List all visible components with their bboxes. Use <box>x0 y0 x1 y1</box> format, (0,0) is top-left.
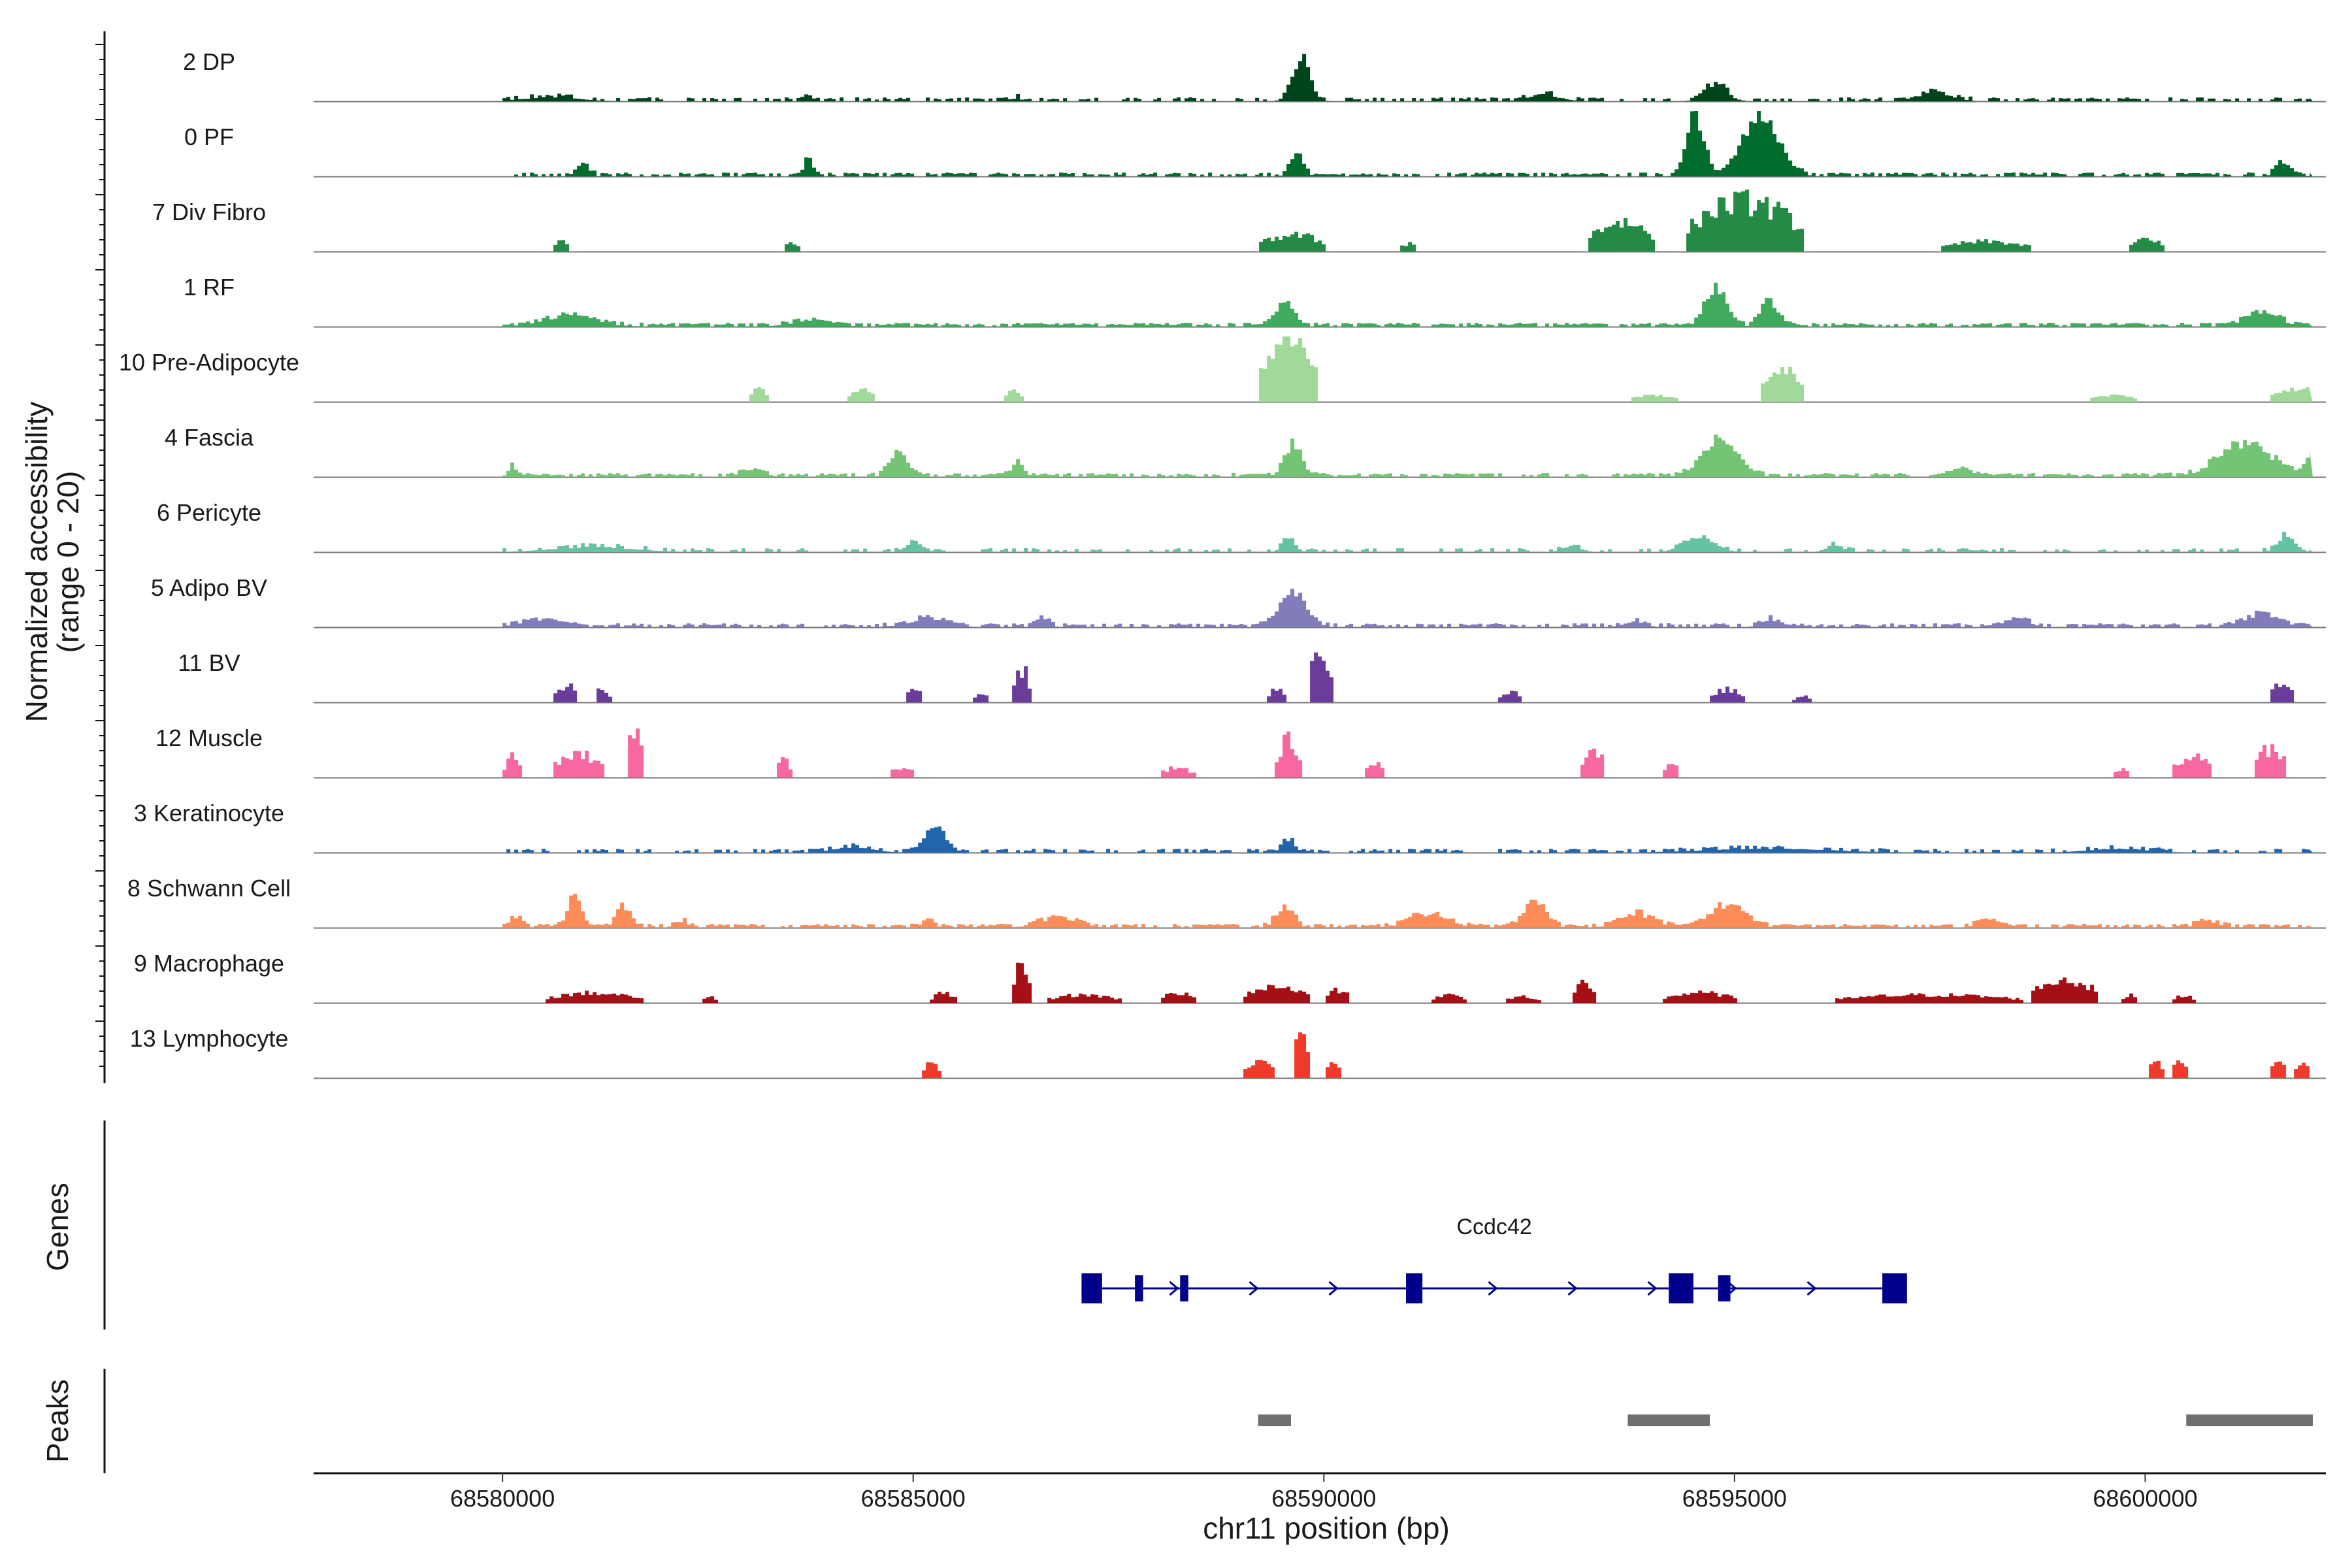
gene-strand-arrow <box>1328 1281 1339 1296</box>
gene-strand-arrow <box>1806 1281 1817 1296</box>
gene-exon <box>1135 1275 1143 1301</box>
gene-exon <box>1718 1275 1731 1301</box>
gene-exon <box>1180 1275 1188 1301</box>
x-tick-label: 68585000 <box>861 1485 966 1512</box>
track-label: 7 Div Fibro <box>152 199 266 225</box>
genes-track-label: Genes <box>41 1183 74 1271</box>
track-7-div-fibro: 7 Div Fibro <box>152 189 2326 253</box>
peaks-track <box>1258 1414 2313 1426</box>
gene-exon <box>1669 1273 1693 1303</box>
track-11-bv: 11 BV <box>178 649 2326 704</box>
coverage-area <box>502 894 2313 928</box>
peak-region <box>1258 1414 1291 1426</box>
coverage-area <box>502 282 2313 327</box>
track-4-fascia: 4 Fascia <box>165 424 2326 478</box>
track-10-pre-adipocyte: 10 Pre-Adipocyte <box>119 336 2326 403</box>
track-label: 8 Schwann Cell <box>127 875 291 902</box>
peak-region <box>2186 1414 2313 1426</box>
y-axis-title: Normalized accessibility <box>20 402 54 723</box>
coverage-area <box>502 189 2313 252</box>
gene-exon <box>1882 1273 1907 1303</box>
track-label: 0 PF <box>184 123 234 150</box>
track-12-muscle: 12 Muscle <box>155 725 2326 779</box>
track-13-lymphocyte: 13 Lymphocyte <box>130 1025 2326 1079</box>
coverage-area <box>502 54 2313 101</box>
peaks-track-label: Peaks <box>41 1379 74 1463</box>
track-2-dp: 2 DP <box>183 48 2326 103</box>
coverage-area <box>502 531 2313 552</box>
track-9-macrophage: 9 Macrophage <box>134 950 2326 1004</box>
coverage-area <box>502 962 2313 1003</box>
track-3-keratinocyte: 3 Keratinocyte <box>134 800 2326 854</box>
gene-exon <box>1081 1273 1102 1303</box>
x-tick-label: 68600000 <box>2093 1485 2197 1512</box>
track-label: 6 Pericyte <box>157 499 261 526</box>
gene-strand-arrow <box>1488 1281 1498 1296</box>
track-1-rf: 1 RF <box>184 274 2326 328</box>
coverage-area <box>502 589 2313 627</box>
track-label: 1 RF <box>184 274 235 301</box>
track-label: 9 Macrophage <box>134 950 284 977</box>
coverage-area <box>502 826 2313 853</box>
track-label: 12 Muscle <box>155 725 263 751</box>
y-axis-subtitle: (range 0 - 20) <box>51 471 85 653</box>
track-6-pericyte: 6 Pericyte <box>157 499 2326 553</box>
coverage-tracks: 2 DP 0 PF 7 Div Fibro 1 RF 10 Pre-Adipocyte 4… <box>119 48 2326 1079</box>
x-tick-label: 68580000 <box>450 1485 555 1512</box>
peak-region <box>1627 1414 1710 1426</box>
x-axis-title: chr11 position (bp) <box>1203 1511 1450 1545</box>
track-label: 13 Lymphocyte <box>130 1025 289 1052</box>
gene-exon <box>1406 1273 1423 1303</box>
track-5-adipo-bv: 5 Adipo BV <box>151 574 2326 629</box>
track-label: 4 Fascia <box>165 424 254 451</box>
gene-strand-arrow <box>1249 1281 1259 1296</box>
coverage-area <box>502 728 2313 777</box>
x-tick-label: 68595000 <box>1682 1485 1787 1512</box>
coverage-area <box>502 434 2313 477</box>
track-label: 2 DP <box>183 48 235 75</box>
gene-name-label: Ccdc42 <box>1457 1215 1532 1239</box>
coverage-area <box>502 111 2313 176</box>
gene-strand-arrow <box>1567 1281 1578 1296</box>
track-8-schwann-cell: 8 Schwann Cell <box>127 875 2326 929</box>
coverage-area <box>502 652 2313 702</box>
track-0-pf: 0 PF <box>184 111 2326 178</box>
track-label: 5 Adipo BV <box>151 574 267 601</box>
track-label: 10 Pre-Adipocyte <box>119 349 299 376</box>
coverage-area <box>502 1032 2313 1078</box>
gene-strand-arrow <box>1169 1281 1179 1296</box>
track-label: 11 BV <box>178 649 240 676</box>
coverage-area <box>502 336 2313 402</box>
left-axes <box>95 31 106 1473</box>
gene-track: Ccdc42 <box>1081 1215 1907 1303</box>
x-tick-label: 68590000 <box>1271 1485 1376 1512</box>
x-axis: 68580000 68585000 68590000 68595000 68600000 <box>314 1472 2326 1512</box>
track-label: 3 Keratinocyte <box>134 800 284 826</box>
gene-strand-arrow <box>1647 1281 1658 1296</box>
